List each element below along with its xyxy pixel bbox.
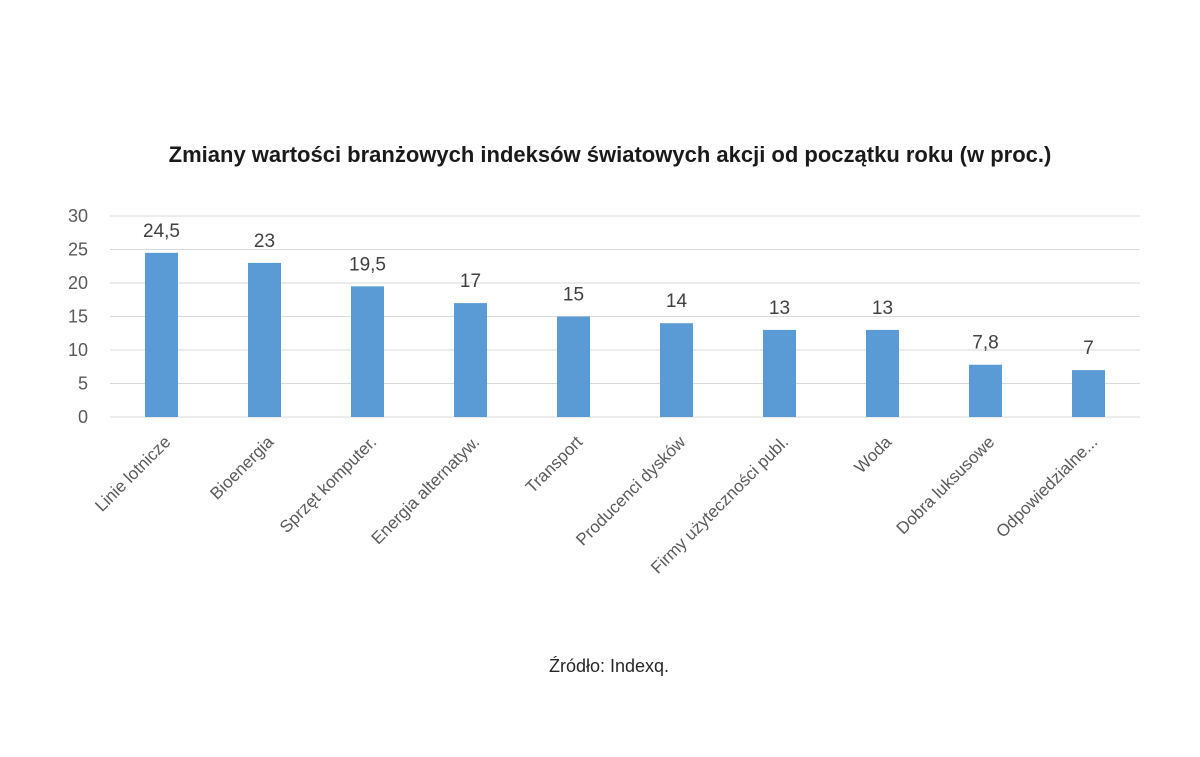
x-tick-label: Dobra luksusowe (893, 432, 999, 538)
bar (248, 262, 281, 417)
bar (351, 286, 384, 417)
y-axis-ticks: 0 5 10 15 20 25 30 (68, 206, 88, 427)
data-label: 23 (254, 231, 275, 252)
y-tick-label: 20 (68, 273, 88, 293)
x-tick-label: Sprzęt komputer. (276, 432, 380, 536)
bar (660, 323, 693, 417)
x-tick-label: Woda (851, 432, 896, 477)
bar (866, 329, 899, 417)
bar (969, 364, 1002, 417)
data-label: 14 (666, 291, 688, 312)
y-tick-label: 15 (68, 307, 88, 327)
data-label: 13 (769, 298, 790, 319)
gridlines (110, 215, 1140, 418)
data-label: 17 (460, 271, 481, 292)
y-tick-label: 10 (68, 340, 88, 360)
y-tick-label: 30 (68, 206, 88, 226)
y-tick-label: 5 (78, 374, 88, 394)
chart-title: Zmiany wartości branżowych indeksów świa… (169, 142, 1052, 167)
source-note: Źródło: Indexq. (549, 656, 669, 676)
x-tick-label: Bioenergia (206, 432, 277, 503)
y-tick-label: 0 (78, 407, 88, 427)
bar (145, 252, 178, 417)
data-label: 7,8 (972, 333, 998, 354)
bar (454, 303, 487, 417)
data-label: 15 (563, 285, 584, 306)
bar (763, 329, 796, 417)
data-label: 24,5 (143, 221, 180, 242)
x-tick-label: Odpowiedzialne... (992, 432, 1101, 541)
data-labels: 24,5 23 19,5 17 15 14 13 13 7,8 7 (143, 221, 1094, 359)
data-label: 13 (872, 298, 893, 319)
bar (1072, 370, 1105, 417)
x-tick-label: Transport (522, 432, 587, 497)
bar (557, 316, 590, 417)
x-tick-label: Energia alternatyw. (368, 432, 484, 548)
data-label: 19,5 (349, 254, 386, 275)
x-tick-label: Producenci dysków (572, 432, 690, 550)
y-tick-label: 25 (68, 240, 88, 260)
data-label: 7 (1083, 338, 1094, 359)
bars (145, 252, 1105, 417)
x-tick-label: Linie lotnicze (91, 432, 174, 515)
